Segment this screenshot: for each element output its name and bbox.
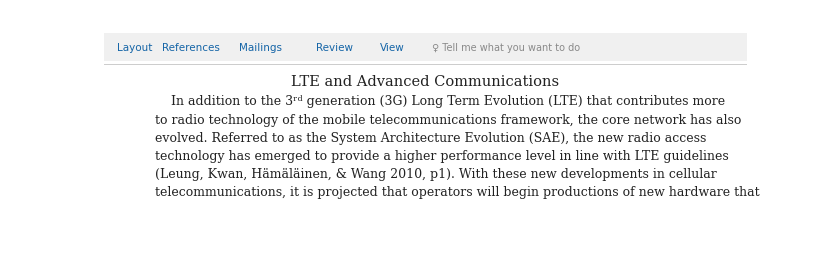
Text: View: View — [380, 43, 405, 53]
Text: In addition to the 3ʳᵈ generation (3G) Long Term Evolution (LTE) that contribute: In addition to the 3ʳᵈ generation (3G) L… — [155, 95, 725, 108]
Text: to radio technology of the mobile telecommunications framework, the core network: to radio technology of the mobile teleco… — [155, 114, 741, 127]
Text: References: References — [162, 43, 219, 53]
Text: technology has emerged to provide a higher performance level in line with LTE gu: technology has emerged to provide a high… — [155, 150, 729, 163]
Text: Mailings: Mailings — [239, 43, 282, 53]
Text: (Leung, Kwan, Hämäläinen, & Wang 2010, p1). With these new developments in cellu: (Leung, Kwan, Hämäläinen, & Wang 2010, p… — [155, 168, 717, 181]
FancyBboxPatch shape — [104, 33, 747, 60]
Text: LTE and Advanced Communications: LTE and Advanced Communications — [291, 75, 559, 89]
Text: evolved. Referred to as the System Architecture Evolution (SAE), the new radio a: evolved. Referred to as the System Archi… — [155, 132, 706, 145]
Text: ♀ Tell me what you want to do: ♀ Tell me what you want to do — [432, 43, 580, 53]
Text: telecommunications, it is projected that operators will begin productions of new: telecommunications, it is projected that… — [155, 186, 759, 199]
Text: Review: Review — [316, 43, 353, 53]
Text: Layout: Layout — [116, 43, 152, 53]
